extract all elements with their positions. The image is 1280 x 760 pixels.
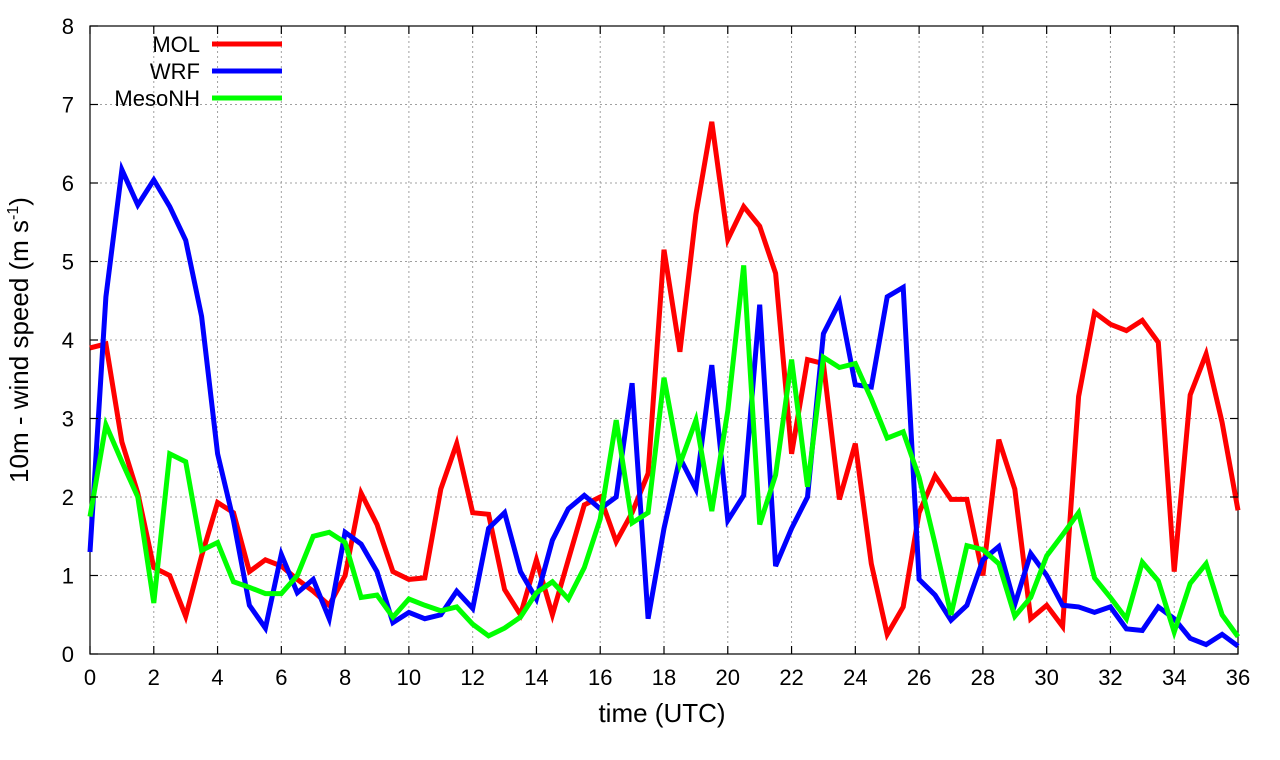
- series-line-wrf: [87, 160, 1240, 649]
- y-tick-label: 1: [62, 564, 74, 589]
- y-axis-title-close: ): [4, 197, 34, 206]
- x-tick-label: 24: [843, 665, 867, 690]
- y-axis-title-main: 10m - wind speed (m s: [4, 220, 34, 483]
- x-tick-label: 0: [84, 665, 96, 690]
- x-tick-label: 12: [460, 665, 484, 690]
- legend-label-mol: MOL: [152, 32, 200, 57]
- y-tick-label: 3: [62, 407, 74, 432]
- x-tick-label: 16: [588, 665, 612, 690]
- series-lines: [87, 121, 1241, 649]
- x-axis-title: time (UTC): [598, 698, 725, 728]
- y-tick-label: 8: [62, 14, 74, 39]
- y-axis-ticks: 0 1 2 3 4 5 6 7 8: [62, 14, 1238, 667]
- x-tick-label: 14: [524, 665, 548, 690]
- y-tick-label: 0: [62, 642, 74, 667]
- x-tick-label: 20: [716, 665, 740, 690]
- legend-label-wrf: WRF: [150, 59, 200, 84]
- x-tick-label: 2: [148, 665, 160, 690]
- x-tick-label: 4: [211, 665, 223, 690]
- x-tick-label: 10: [397, 665, 421, 690]
- x-tick-label: 22: [779, 665, 803, 690]
- y-tick-label: 5: [62, 250, 74, 275]
- x-tick-label: 34: [1162, 665, 1186, 690]
- grid: [90, 26, 1238, 654]
- x-tick-label: 30: [1034, 665, 1058, 690]
- legend-label-mesonh: MesoNH: [114, 86, 200, 111]
- y-axis-title: 10m - wind speed (m s-1): [4, 197, 34, 483]
- x-axis-ticks: 0 2 4 6 8 10 12 14 16 18 20 22 24 26 28 30 32 34 36: [84, 26, 1250, 690]
- series-line-mesonh: [87, 265, 1241, 641]
- y-axis-title-superscript: -1: [5, 206, 22, 220]
- y-tick-label: 4: [62, 328, 74, 353]
- x-tick-label: 32: [1098, 665, 1122, 690]
- y-tick-label: 7: [62, 93, 74, 118]
- x-tick-label: 18: [652, 665, 676, 690]
- x-tick-label: 36: [1226, 665, 1250, 690]
- x-tick-label: 28: [971, 665, 995, 690]
- x-tick-label: 6: [275, 665, 287, 690]
- x-tick-label: 26: [907, 665, 931, 690]
- y-tick-label: 2: [62, 485, 74, 510]
- x-tick-label: 8: [339, 665, 351, 690]
- y-tick-label: 6: [62, 171, 74, 196]
